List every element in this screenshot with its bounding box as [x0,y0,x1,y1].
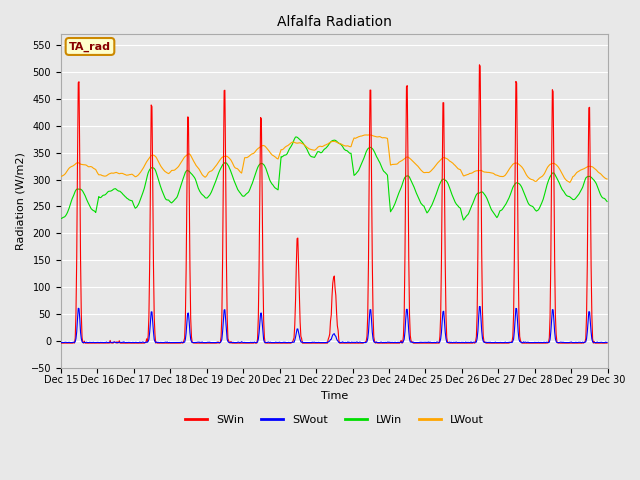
SWin [476,62,483,68]
LWin [123,195,131,201]
LWout [123,172,131,178]
SWin [57,340,65,346]
LWout [365,132,373,138]
SWout [417,340,425,346]
Legend: SWin, SWout, LWin, LWout: SWin, SWout, LWin, LWout [180,410,488,429]
SWin [207,340,215,346]
Line: SWout: SWout [61,307,607,343]
LWin [207,190,215,195]
SWin [416,340,424,346]
LWin [417,200,425,206]
SWout [68,340,76,346]
SWout [476,304,484,310]
SWin [179,340,186,346]
SWout [208,340,216,346]
SWout [124,340,131,346]
LWin [67,200,74,206]
LWout [67,164,74,170]
Line: LWout: LWout [61,135,607,182]
X-axis label: Time: Time [321,391,348,401]
SWout [57,339,65,345]
LWin [604,199,611,204]
LWout [401,156,409,161]
LWin [179,178,186,184]
SWin [401,312,408,317]
Line: SWin: SWin [61,65,607,343]
LWin [460,217,467,223]
LWout [417,167,425,173]
SWout [401,329,409,335]
Text: TA_rad: TA_rad [69,41,111,52]
LWout [207,168,215,174]
Line: LWin: LWin [61,137,607,220]
LWin [292,134,300,140]
LWin [401,174,409,180]
LWout [57,173,65,179]
LWin [57,216,65,221]
SWin [67,340,74,346]
SWin [604,340,611,346]
Title: Alfalfa Radiation: Alfalfa Radiation [277,15,392,29]
SWout [604,339,611,345]
SWout [179,340,187,346]
LWout [179,157,186,163]
SWin [123,340,131,346]
LWout [566,180,573,185]
SWout [58,340,65,346]
LWout [604,176,611,182]
Y-axis label: Radiation (W/m2): Radiation (W/m2) [15,152,25,250]
